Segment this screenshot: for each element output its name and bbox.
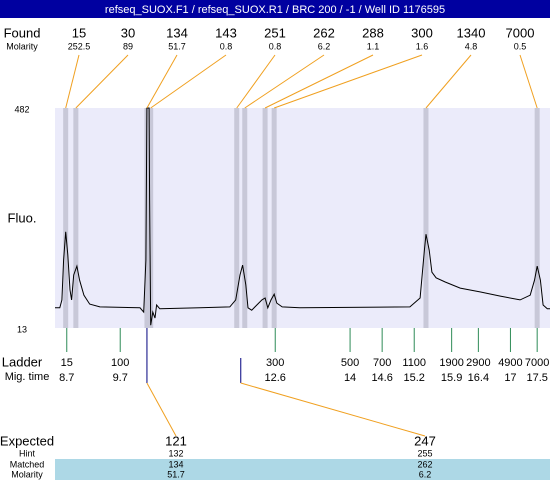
ladder-time: 17.5 — [526, 372, 547, 384]
ladder-time: 14 — [344, 372, 356, 384]
peak-band — [234, 108, 240, 328]
found-size: 15 — [72, 25, 86, 40]
found-size: 7000 — [506, 25, 535, 40]
ladder-label: Ladder — [2, 354, 43, 369]
ladder-time: 15.9 — [441, 372, 462, 384]
found-connector — [425, 54, 472, 109]
expected-connector — [240, 382, 426, 437]
hint-label: Hint — [19, 448, 36, 458]
ladder-time: 9.7 — [113, 372, 128, 384]
ladder-time: 15.2 — [404, 372, 425, 384]
found-molarity: 252.5 — [68, 41, 91, 51]
found-size: 251 — [264, 25, 286, 40]
peak-band — [423, 108, 429, 328]
peak-band — [148, 108, 154, 328]
ladder-size: 700 — [373, 357, 391, 369]
ladder-size: 15 — [61, 357, 73, 369]
matched-size: 262 — [417, 459, 432, 469]
found-molarity: 0.5 — [514, 41, 527, 51]
found-label: Found — [4, 25, 41, 40]
expected-connector — [146, 382, 177, 437]
title-bar — [0, 0, 550, 18]
title: refseq_SUOX.F1 / refseq_SUOX.R1 / BRC 20… — [105, 4, 445, 16]
expected-size: 247 — [414, 433, 436, 448]
matched-molarity: 51.7 — [167, 469, 185, 479]
found-connector — [264, 54, 374, 109]
found-connector — [519, 54, 538, 109]
trace — [55, 107, 550, 326]
peak-band — [271, 108, 277, 328]
ladder-time: 14.6 — [371, 372, 392, 384]
ladder-size: 300 — [266, 357, 284, 369]
expected-molarity-label: Molarity — [11, 469, 43, 479]
found-size: 262 — [313, 25, 335, 40]
found-size: 1340 — [457, 25, 486, 40]
found-molarity: 0.8 — [269, 41, 282, 51]
found-size: 134 — [166, 25, 188, 40]
found-connector — [244, 54, 325, 109]
ladder-size: 500 — [341, 357, 359, 369]
found-molarity: 1.1 — [367, 41, 380, 51]
found-size: 288 — [362, 25, 384, 40]
matched-label: Matched — [10, 459, 45, 469]
peak-band — [262, 108, 268, 328]
mig-time-label: Mig. time — [5, 371, 50, 383]
found-molarity: 89 — [123, 41, 133, 51]
found-size: 300 — [411, 25, 433, 40]
found-molarity: 4.8 — [465, 41, 478, 51]
ladder-size: 1900 — [439, 357, 463, 369]
ladder-size: 1100 — [402, 357, 426, 369]
found-molarity: 51.7 — [168, 41, 186, 51]
found-connector — [236, 54, 276, 109]
expected-size: 121 — [165, 433, 187, 448]
found-connector — [273, 54, 423, 109]
plot-area — [55, 108, 550, 328]
ladder-size: 2900 — [466, 357, 490, 369]
peak-band — [73, 108, 79, 328]
y-tick-label: 482 — [14, 104, 29, 114]
found-size: 30 — [121, 25, 135, 40]
ladder-size: 7000 — [525, 357, 549, 369]
matched-band — [55, 459, 550, 480]
expected-label: Expected — [0, 433, 54, 448]
found-connector — [150, 54, 227, 109]
matched-size: 134 — [168, 459, 183, 469]
y-axis-label: Fluo. — [8, 210, 37, 225]
hint-size: 255 — [417, 448, 432, 458]
found-molarity: 0.8 — [220, 41, 233, 51]
ladder-time: 12.6 — [265, 372, 286, 384]
peak-band — [144, 108, 150, 328]
peak-band — [63, 108, 69, 328]
ladder-size: 100 — [111, 357, 129, 369]
found-connector — [75, 54, 129, 109]
ladder-time: 17 — [504, 372, 516, 384]
found-molarity: 1.6 — [416, 41, 429, 51]
molarity-label: Molarity — [6, 41, 38, 51]
found-molarity: 6.2 — [318, 41, 331, 51]
matched-molarity: 6.2 — [419, 469, 432, 479]
hint-size: 132 — [168, 448, 183, 458]
found-size: 143 — [215, 25, 237, 40]
peak-band — [534, 108, 540, 328]
peak-band — [242, 108, 248, 328]
found-connector — [146, 54, 178, 109]
ladder-time: 16.4 — [468, 372, 489, 384]
found-connector — [65, 54, 80, 109]
ladder-time: 8.7 — [59, 372, 74, 384]
y-tick-label: 13 — [17, 324, 27, 334]
ladder-size: 4900 — [498, 357, 522, 369]
